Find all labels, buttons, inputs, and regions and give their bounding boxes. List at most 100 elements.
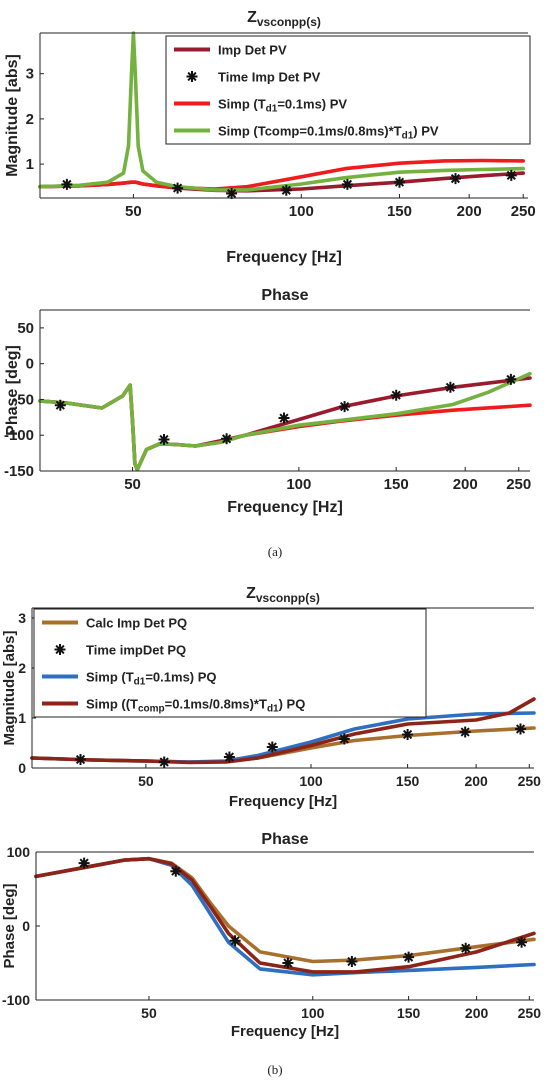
series-line-3 [38,371,532,472]
series-line-3 [30,697,536,765]
marker-point [339,401,351,413]
marker-point [266,741,278,753]
marker-point [223,751,235,763]
chart-b-magnitude: 50 100 150 200 250 0 1 2 3 Zvsconpp(s) Frequency [… [1,585,541,810]
x-tick-label: 100 [301,1005,325,1021]
x-tick-label: 150 [387,203,412,220]
x-axis-label: Frequency [Hz] [229,793,337,810]
marker-point [226,188,238,199]
x-tick-label: 50 [138,773,154,789]
x-tick-label: 150 [397,1005,421,1021]
caption-a: (a) [268,544,282,559]
marker-point [172,182,184,194]
y-axis-label: Magnitude [abs] [1,630,18,745]
marker-point [516,936,528,948]
marker-point [459,726,471,738]
marker-point [450,173,461,185]
x-axis-label: Frequency [Hz] [227,499,343,516]
y-axis-label: Magnitude [abs] [4,54,21,177]
legend-label: Calc Imp Det PQ [86,616,187,631]
chart-title: Zvsconpp(s) [246,585,320,605]
x-tick-label: 100 [289,203,314,220]
chart-a-phase: 50 100 150 200 250 -150 -100 -50 0 50 Phase Frequen… [4,287,532,516]
y-tick-label: 1 [26,156,34,173]
y-tick-label: 3 [26,66,34,83]
y-tick-label: 3 [18,610,26,626]
marker-point [444,381,456,393]
marker-point [75,754,86,765]
marker-point [390,389,402,401]
caption-b: (b) [267,1062,282,1077]
chart-title: Phase [261,287,308,304]
marker-point [505,373,517,385]
x-tick-label: 250 [518,1005,542,1021]
marker-point [280,184,292,196]
legend-marker [54,644,66,655]
y-tick-label: 1 [18,710,26,726]
marker-point [221,433,233,445]
x-axis-label: Frequency [Hz] [226,249,342,266]
marker-point [460,942,472,954]
legend-label: Time Imp Det PV [218,70,321,85]
x-tick-label: 200 [465,1005,489,1021]
marker-point [229,935,241,947]
chart-b-phase: 50 100 150 200 250 -100 0 100 Phase Frequency [Hz… [1,831,541,1040]
marker-point [158,756,170,768]
y-tick-label: -150 [4,463,34,480]
legend: Calc Imp Det PQ Time impDet PQ Simp (Td1=0… [33,608,427,718]
x-tick-label: 200 [453,476,478,493]
y-tick-label: 100 [7,844,31,860]
chart-a-magnitude: 50 100 150 200 250 1 2 3 Zvsconpp(s) Frequency [H… [4,9,536,266]
legend-label: Simp (Tcomp=0.1ms/0.8ms)*Td1) PV [218,124,439,142]
marker-point [61,178,73,190]
x-tick-label: 100 [299,773,323,789]
marker-point [158,434,170,445]
marker-point [394,176,405,188]
plot-area [40,310,530,471]
x-axis-label: Frequency [Hz] [231,1023,339,1040]
series-line-3 [38,31,525,192]
legend-marker [186,71,198,82]
y-tick-label: 0 [22,918,30,934]
y-tick-label: 2 [26,111,34,128]
legend-label: Simp (Td1=0.1ms) PV [218,97,347,115]
x-tick-label: 250 [511,203,536,220]
y-tick-label: -100 [2,992,30,1008]
marker-point [338,733,350,745]
marker-point [78,857,90,869]
legend-label: Simp ((Tcomp=0.1ms/0.8ms)*Td1) PQ [86,697,305,715]
legend-label: Time impDet PQ [86,643,186,658]
legend-box [165,35,531,145]
marker-point [515,723,526,735]
y-axis-label: Phase [deg] [4,345,21,436]
marker-point [402,729,414,740]
y-tick-label: 0 [26,356,34,373]
marker-point [54,399,66,411]
x-tick-label: 100 [286,476,311,493]
y-tick-label: -50 [12,391,34,408]
x-tick-label: 250 [518,773,542,789]
x-tick-label: 50 [125,203,142,220]
x-tick-label: 250 [506,476,531,493]
y-tick-label: 2 [18,660,26,676]
marker-point [346,956,358,967]
legend-label: Imp Det PV [218,43,287,58]
marker-point [341,178,353,190]
plot-area [36,852,534,1000]
marker-point [278,412,290,424]
x-tick-label: 150 [384,476,409,493]
legend: Imp Det PV Time Imp Det PV Simp (Td1=0.1ms… [165,35,531,145]
chart-title: Phase [261,831,308,848]
legend-label: Simp (Td1=0.1ms) PQ [86,670,217,688]
x-tick-label: 200 [457,203,482,220]
y-tick-label: 0 [18,760,26,776]
y-axis-label: Phase [deg] [1,883,18,968]
x-tick-label: 50 [141,1005,157,1021]
series-line-3 [34,856,536,974]
marker-point [170,865,182,877]
marker-point [403,951,415,963]
x-tick-label: 150 [396,773,420,789]
legend-box [33,608,427,718]
y-tick-label: -100 [4,427,34,444]
